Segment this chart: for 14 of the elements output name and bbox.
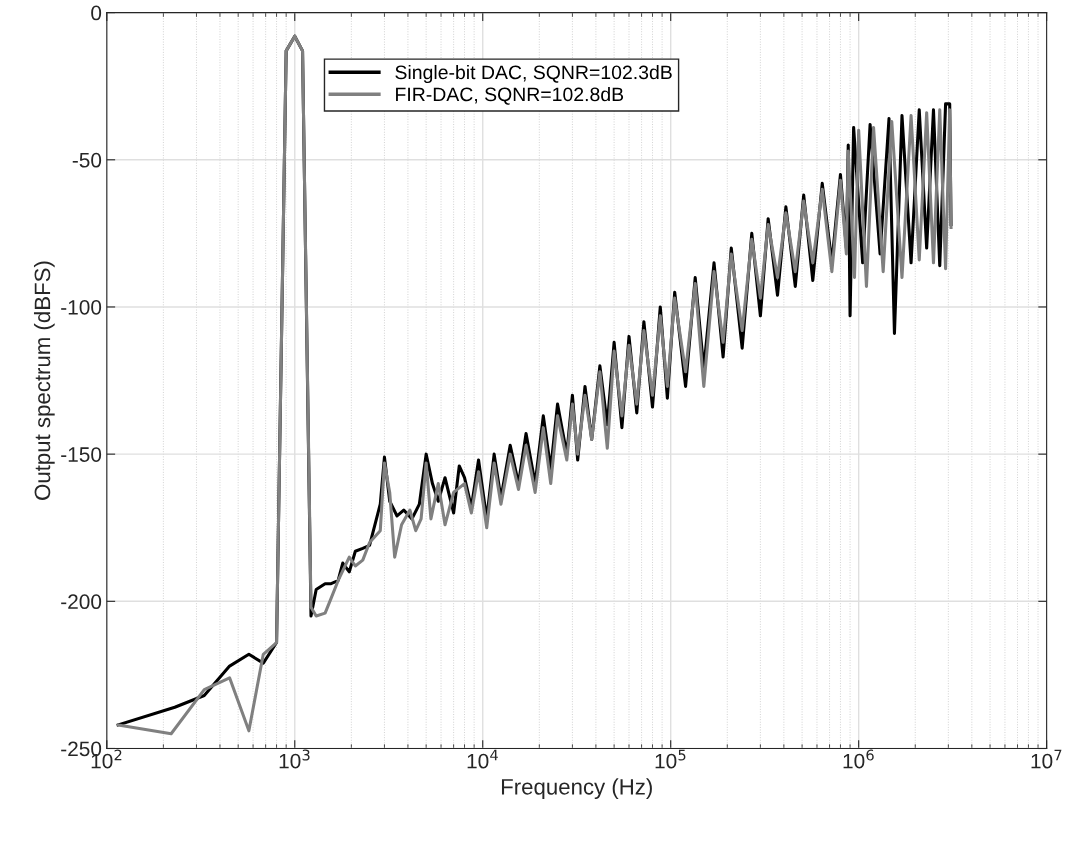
x-tick-label: 10$^{7}$ <box>1031 749 1062 769</box>
legend-label: Single-bit DAC, SQNR=102.3dB <box>395 64 672 84</box>
x-axis-title: Frequency (Hz) <box>501 778 652 800</box>
x-tick-label: 10$^{3}$ <box>279 749 310 769</box>
legend-label: FIR-DAC, SQNR=102.8dB <box>396 86 624 105</box>
y-tick-label: -150 <box>61 447 102 462</box>
x-tick-label: 10$^{6}$ <box>843 749 874 769</box>
y-tick-label: -100 <box>61 299 102 315</box>
y-tick-label: -50 <box>72 152 102 168</box>
x-tick-label: 10$^{4}$ <box>467 749 498 769</box>
y-axis-title: Output spectrum (dBFS) <box>33 261 55 500</box>
y-tick-label: 0 <box>91 5 102 21</box>
y-tick-label: -200 <box>61 594 102 610</box>
x-tick-label: 10$^{5}$ <box>655 749 686 769</box>
